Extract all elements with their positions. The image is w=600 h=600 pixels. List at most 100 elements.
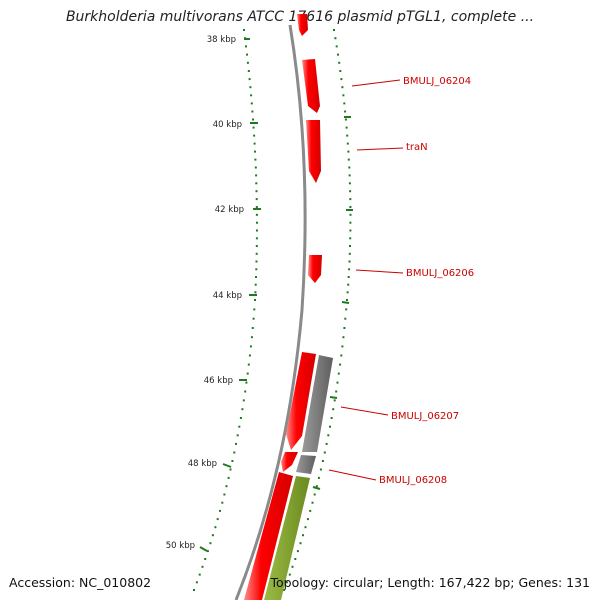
scale-dot <box>256 221 258 224</box>
scale-dot <box>347 150 350 153</box>
kbp-scale: 38 kbp 40 kbp 42 kbp 44 kbp 46 kbp 48 kb… <box>166 35 261 552</box>
scale-dot <box>349 221 352 224</box>
scale-dot <box>219 509 221 512</box>
scale-dot <box>246 53 248 56</box>
kbp-label: 50 kbp <box>166 541 195 551</box>
scale-dot <box>250 102 253 105</box>
scale-dot <box>313 493 316 496</box>
scale-dot <box>343 327 346 329</box>
scale-dot <box>233 451 236 454</box>
scale-dot <box>246 372 249 375</box>
scale-dot <box>255 237 258 240</box>
scale-dot <box>304 526 307 529</box>
scale-dot <box>317 476 320 479</box>
scale-dot <box>254 158 257 161</box>
scale-dot <box>333 29 335 31</box>
scale-dot <box>337 372 340 375</box>
scale-dot <box>235 442 237 445</box>
scale-dot <box>345 126 348 129</box>
scale-dot <box>253 308 256 311</box>
gene-arrow[interactable] <box>281 452 298 472</box>
scale-dot <box>236 434 239 437</box>
scale-dot <box>333 399 336 402</box>
scale-dot <box>291 565 294 568</box>
gc-bar <box>296 455 316 474</box>
gene-arrow[interactable] <box>306 120 321 183</box>
scale-dot <box>250 336 253 339</box>
scale-dot <box>239 417 242 419</box>
gene-arrow[interactable] <box>302 59 320 113</box>
gene-arrows <box>244 14 322 600</box>
scale-dot <box>332 408 335 411</box>
green-bar <box>264 476 310 600</box>
scale-dot <box>342 336 345 339</box>
scale-dot <box>241 408 244 411</box>
scale-dot <box>296 550 299 553</box>
scale-dot <box>251 110 254 113</box>
scale-dot <box>349 198 352 201</box>
gene-label-tran[interactable]: traN <box>406 142 428 153</box>
scale-dot <box>201 565 204 568</box>
scale-dot <box>346 299 348 301</box>
gene-label-bmulj-06208[interactable]: BMULJ_06208 <box>379 475 447 486</box>
scale-dot <box>294 558 297 560</box>
gene-arrow[interactable] <box>244 472 293 600</box>
scale-dot <box>338 61 341 64</box>
scale-dot <box>206 550 209 553</box>
gene-label-bmulj-06204[interactable]: BMULJ_06204 <box>403 76 471 87</box>
scale-dot <box>335 390 338 393</box>
scale-dot <box>254 291 257 294</box>
scale-dot <box>198 573 201 576</box>
scale-dot <box>247 363 250 366</box>
scale-dot <box>341 86 344 89</box>
scale-dot <box>253 142 256 145</box>
scale-dot <box>250 94 253 97</box>
topology-summary: Topology: circular; Length: 167,422 bp; … <box>270 575 591 590</box>
scale-dot <box>252 126 255 129</box>
scale-dot <box>223 493 226 496</box>
tick-dots <box>193 29 352 591</box>
scale-dot <box>315 485 318 488</box>
scale-dot <box>204 558 207 560</box>
scale-dot <box>255 198 258 201</box>
scale-dot <box>349 190 352 193</box>
scale-dot <box>335 45 338 48</box>
kbp-label: 42 kbp <box>215 205 244 215</box>
scale-dot <box>339 70 342 72</box>
scale-dot <box>255 213 258 216</box>
scale-dot <box>349 245 351 247</box>
scale-dot <box>193 589 195 591</box>
scale-dot <box>319 468 322 471</box>
scale-dot <box>342 94 345 97</box>
gene-label-bmulj-06207[interactable]: BMULJ_06207 <box>391 411 459 422</box>
gene-arrow[interactable] <box>308 255 322 283</box>
scale-dot <box>214 526 217 529</box>
scale-dot <box>299 542 302 545</box>
kbp-label: 40 kbp <box>213 120 242 130</box>
scale-dot <box>247 70 250 72</box>
scale-dot <box>336 381 339 384</box>
scale-dot <box>302 534 304 537</box>
scale-dot <box>229 468 232 471</box>
scale-dot <box>254 150 256 153</box>
scale-dot <box>349 237 352 240</box>
gene-arrow[interactable] <box>286 352 316 450</box>
gene-arrow[interactable] <box>297 14 308 36</box>
scale-dot <box>245 381 248 384</box>
scale-dot <box>249 86 252 89</box>
scale-dot <box>337 53 339 56</box>
scale-dot <box>245 45 247 48</box>
scale-dot <box>346 142 349 145</box>
scale-dot <box>327 434 330 437</box>
scale-dot <box>347 276 350 278</box>
scale-dot <box>211 534 214 537</box>
gene-label-bmulj-06206[interactable]: BMULJ_06206 <box>406 268 474 279</box>
scale-dot <box>334 37 337 40</box>
scale-dot <box>195 581 198 584</box>
scale-dot <box>242 399 245 402</box>
outer-ticks <box>312 116 353 490</box>
scale-dot <box>246 61 249 64</box>
scale-dot <box>349 213 352 216</box>
scale-dot <box>329 425 331 428</box>
